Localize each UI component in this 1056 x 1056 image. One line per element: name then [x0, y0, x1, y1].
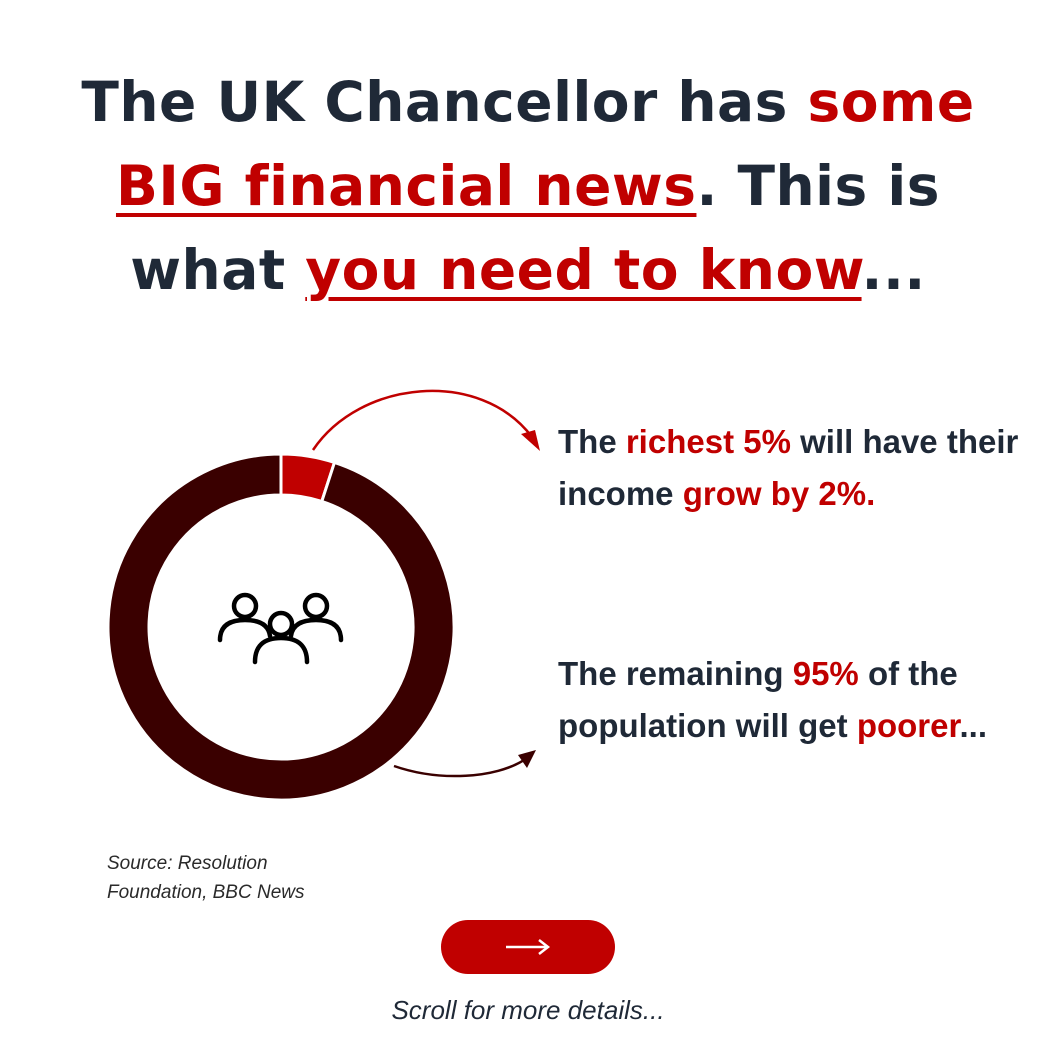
headline-accent-need-to-know: you need to know — [305, 238, 862, 302]
headline: The UK Chancellor has some BIG financial … — [20, 60, 1036, 312]
stat-richest: The richest 5% will have their income gr… — [558, 416, 1056, 520]
headline-text-2: . This is — [696, 154, 940, 218]
stat-remaining-accent: 95% — [792, 655, 859, 692]
next-slide-button[interactable] — [441, 920, 615, 974]
arrow-right-icon — [506, 939, 551, 955]
source-note: Source: Resolution Foundation, BBC News — [107, 849, 305, 907]
donut-chart — [106, 452, 456, 802]
stat-remaining-text-2: of the population will get — [558, 655, 958, 744]
headline-accent-big-news: BIG financial news — [115, 154, 697, 218]
scroll-hint: Scroll for more details... — [391, 995, 665, 1025]
stat-richest-text-1: The — [558, 423, 626, 460]
headline-text-3: what — [130, 238, 306, 302]
stat-richest-growth: grow by 2%. — [682, 475, 876, 512]
headline-accent-some: some — [807, 70, 975, 134]
stat-remaining: The remaining 95% of the population will… — [558, 648, 1056, 752]
stat-remaining-ellipsis: ... — [959, 707, 988, 744]
stat-remaining-poorer: poorer — [856, 707, 960, 744]
source-line-1: Source: Resolution — [107, 853, 268, 874]
source-line-2: Foundation, BBC News — [107, 882, 305, 903]
stat-richest-accent: richest 5% — [625, 423, 791, 460]
people-group-icon — [217, 592, 344, 665]
arrow-to-richest — [311, 389, 540, 451]
headline-text-1: The UK Chancellor has — [81, 70, 808, 134]
stat-remaining-text-1: The remaining — [558, 655, 793, 692]
headline-ellipsis: ... — [861, 238, 926, 302]
stat-richest-text-2: will have their income — [558, 423, 1019, 512]
donut-slice-95 — [106, 452, 456, 802]
arrow-to-remaining — [393, 750, 536, 778]
